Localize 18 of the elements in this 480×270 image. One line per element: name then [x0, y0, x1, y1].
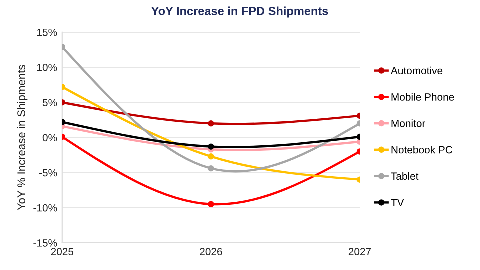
- legend-label: TV: [391, 199, 404, 206]
- y-tick-label: -10%: [34, 204, 58, 212]
- x-tick-label: 2026: [200, 248, 222, 256]
- y-axis-title: YoY % Increase in Shipments: [17, 65, 28, 210]
- y-tick-label: 5%: [42, 99, 58, 106]
- chart-title: YoY Increase in FPD Shipments: [152, 6, 328, 18]
- y-tick-label: -15%: [34, 240, 58, 247]
- y-tick-label: 10%: [37, 64, 58, 72]
- legend-label: Monitor: [392, 120, 426, 128]
- y-tick-label: -5%: [39, 169, 58, 177]
- x-tick-label: 2027: [348, 248, 372, 256]
- legend-label: Automotive: [390, 66, 443, 75]
- legend-label: Mobile Phone: [392, 93, 454, 101]
- y-tick-label: 0%: [42, 134, 58, 142]
- y-tick-label: 15%: [37, 28, 58, 36]
- x-tick-label: 2025: [51, 248, 74, 256]
- legend-label: Tablet: [391, 172, 419, 180]
- legend-label: Notebook PC: [392, 146, 453, 154]
